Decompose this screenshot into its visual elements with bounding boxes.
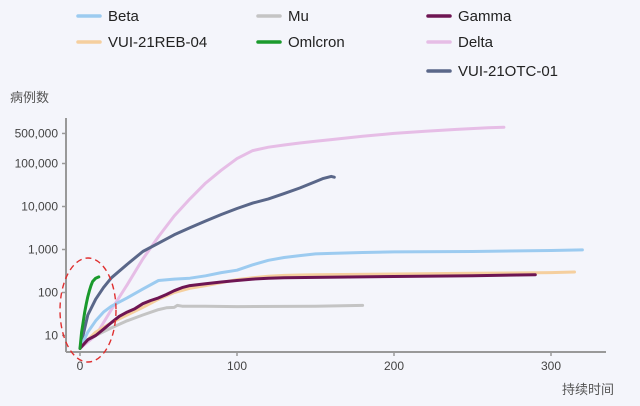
legend: Beta VUI-21REB-04 Mu Omlcron Gamma Delta VUI-2… (76, 8, 558, 80)
x-tick-label: 0 (77, 359, 84, 373)
series-line-beta (78, 248, 584, 350)
series-line-mu (78, 303, 365, 350)
y-tick-label: 100,000 (15, 157, 59, 171)
series-lines (78, 125, 584, 350)
series-line-omlcron (78, 275, 101, 350)
x-tick-label: 200 (384, 359, 404, 373)
legend-label: Beta (108, 8, 140, 25)
series-line-vui-21otc-01 (78, 174, 336, 350)
legend-label: VUI-21OTC-01 (458, 63, 558, 80)
legend-label: Gamma (458, 8, 512, 25)
highlight-ellipse (59, 257, 117, 363)
legend-label: VUI-21REB-04 (108, 34, 207, 51)
legend-label: Delta (458, 34, 494, 51)
y-axis-label: 病例数 (10, 91, 49, 106)
plot-axes: 10 100 1,000 10,000 100,000 500,000 0 100 200 300 (15, 118, 606, 373)
y-tick-label: 500,000 (15, 126, 59, 140)
y-tick-label: 10,000 (21, 200, 58, 214)
legend-label: Omlcron (288, 34, 345, 51)
x-tick-label: 100 (227, 359, 247, 373)
y-tick-label: 10 (45, 329, 59, 343)
series-line-gamma (78, 273, 537, 350)
x-tick-label: 300 (541, 359, 561, 373)
series-line-delta (78, 125, 506, 350)
legend-label: Mu (288, 8, 309, 25)
y-tick-label: 1,000 (28, 243, 58, 257)
y-tick-label: 100 (38, 286, 58, 300)
highlight-group (59, 257, 117, 363)
x-axis-label: 持续时间 (562, 383, 614, 398)
